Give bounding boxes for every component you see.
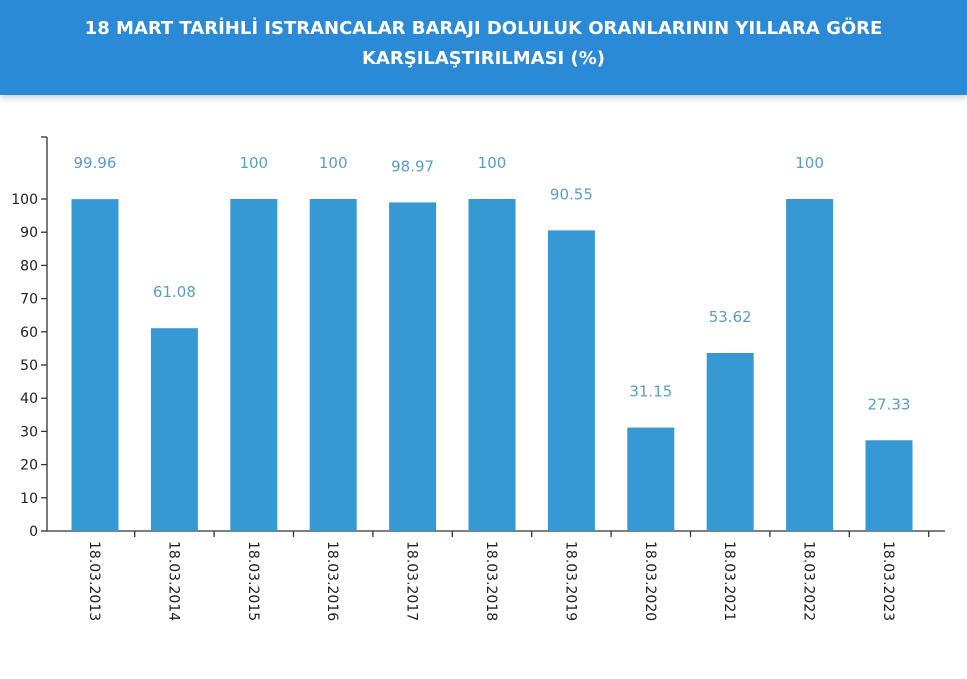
bar bbox=[309, 199, 357, 531]
bar-value-label: 100 bbox=[478, 154, 507, 172]
x-tick-label: 18.03.2022 bbox=[801, 541, 817, 621]
x-tick-label: 18.03.2015 bbox=[245, 541, 261, 621]
bar bbox=[627, 427, 675, 531]
x-tick-label: 18.03.2020 bbox=[642, 541, 658, 621]
y-tick-label: 90 bbox=[20, 225, 38, 241]
y-tick-label: 70 bbox=[20, 292, 38, 308]
y-tick-label: 0 bbox=[29, 524, 38, 540]
bar-value-label: 98.97 bbox=[391, 157, 434, 175]
x-tick-label: 18.03.2018 bbox=[483, 541, 499, 621]
x-tick-label: 18.03.2016 bbox=[324, 541, 340, 621]
bar bbox=[865, 440, 913, 531]
bar bbox=[706, 352, 754, 531]
x-tick-label: 18.03.2019 bbox=[562, 541, 578, 621]
y-tick-label: 80 bbox=[20, 258, 38, 274]
y-tick-label: 100 bbox=[11, 192, 38, 208]
bar-value-label: 100 bbox=[795, 154, 824, 172]
x-tick-label: 18.03.2017 bbox=[404, 541, 420, 621]
chart-title-line-1: 18 MART TARİHLİ ISTRANCALAR BARAJI DOLUL… bbox=[84, 18, 883, 39]
bar bbox=[547, 230, 595, 531]
x-tick-label: 18.03.2014 bbox=[165, 541, 181, 621]
bar-value-label: 90.55 bbox=[550, 185, 593, 203]
y-tick-label: 20 bbox=[20, 458, 38, 474]
y-tick-label: 50 bbox=[20, 358, 38, 374]
bar bbox=[150, 328, 198, 531]
bar bbox=[786, 199, 834, 531]
x-tick-label: 18.03.2023 bbox=[880, 541, 896, 621]
bar-value-label: 61.08 bbox=[153, 283, 196, 301]
y-tick-label: 60 bbox=[20, 325, 38, 341]
chart-title: 18 MART TARİHLİ ISTRANCALAR BARAJI DOLUL… bbox=[0, 14, 967, 74]
bar-value-label: 27.33 bbox=[868, 395, 911, 413]
bar-value-label: 53.62 bbox=[709, 308, 752, 326]
bar bbox=[389, 202, 437, 531]
chart-area: 0 10 20 30 40 50 60 70 80 90 100 99.96 18.03.2013 61.… bbox=[0, 95, 967, 675]
bar bbox=[230, 199, 278, 531]
y-tick-label: 10 bbox=[20, 491, 38, 507]
bar bbox=[71, 199, 119, 531]
bar-value-label: 31.15 bbox=[629, 383, 672, 401]
bar-value-label: 100 bbox=[239, 154, 268, 172]
x-tick-label: 18.03.2013 bbox=[86, 541, 102, 621]
chart-header: 18 MART TARİHLİ ISTRANCALAR BARAJI DOLUL… bbox=[0, 0, 967, 95]
bar-value-label: 100 bbox=[319, 154, 348, 172]
bar bbox=[468, 199, 516, 531]
y-tick-label: 40 bbox=[20, 391, 38, 407]
chart-title-line-2: KARŞILAŞTIRILMASI (%) bbox=[361, 48, 606, 69]
bar-chart: 0 10 20 30 40 50 60 70 80 90 100 99.96 18.03.2013 61.… bbox=[11, 136, 945, 621]
y-tick-label: 30 bbox=[20, 424, 38, 440]
bar-value-label: 99.96 bbox=[74, 154, 117, 172]
x-tick-label: 18.03.2021 bbox=[721, 541, 737, 621]
